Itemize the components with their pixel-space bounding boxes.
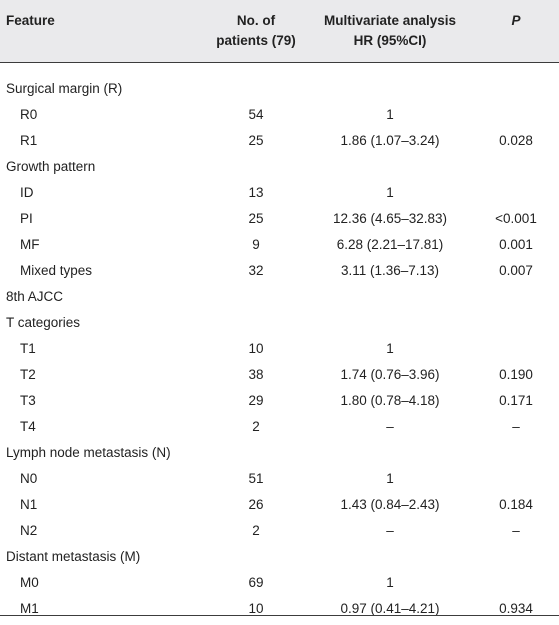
table-row: MF 9 6.28 (2.21–17.81) 0.001 [0,235,559,261]
table-row: N1 26 1.43 (0.84–2.43) 0.184 [0,495,559,521]
cell-p-value: <0.001 [495,211,537,226]
table-row: PI 25 12.36 (4.65–32.83) <0.001 [0,209,559,235]
cell-feature: Mixed types [20,263,93,278]
cell-feature: MF [20,237,40,252]
cell-hazard-ratio: 1.43 (0.84–2.43) [340,497,440,512]
cell-feature: Distant metastasis (M) [6,549,141,564]
cell-p-value: 0.934 [499,601,533,616]
cell-feature: T4 [20,419,36,434]
table-row: R1 25 1.86 (1.07–3.24) 0.028 [0,131,559,157]
cell-hazard-ratio: 1 [386,185,394,200]
cell-feature: PI [20,211,33,226]
cell-feature: Surgical margin (R) [6,81,123,96]
cell-patients: 10 [248,341,264,356]
table-row: ID 13 1 [0,183,559,209]
cell-hazard-ratio: 1.74 (0.76–3.96) [340,367,440,382]
table-row: Mixed types 32 3.11 (1.36–7.13) 0.007 [0,261,559,287]
cell-feature: T2 [20,367,36,382]
header-patients: No. of patients (79) [214,11,298,51]
cell-hazard-ratio: 6.28 (2.21–17.81) [336,237,444,252]
cell-hazard-ratio: 3.11 (1.36–7.13) [340,263,440,278]
cell-patients: 69 [248,575,264,590]
cell-feature: Lymph node metastasis (N) [6,445,171,460]
cell-patients: 26 [248,497,264,512]
cell-p-value: 0.001 [499,237,533,252]
cell-hazard-ratio: 1.80 (0.78–4.18) [340,393,440,408]
header-hr-line1: Multivariate analysis [323,13,457,28]
cell-feature: R1 [20,133,38,148]
table-group-row: T categories [0,313,559,339]
table-row: T4 2 – – [0,417,559,443]
table-row: M0 69 1 [0,573,559,599]
table-group-row: 8th AJCC [0,287,559,313]
header-p-value: P [511,13,521,28]
table-row: T1 10 1 [0,339,559,365]
table-group-row: Lymph node metastasis (N) [0,443,559,469]
cell-feature: N1 [20,497,38,512]
table-body: Surgical margin (R) R0 54 1 R1 25 1.86 (1.07–3… [0,79,559,625]
cell-hazard-ratio: 1.86 (1.07–3.24) [340,133,440,148]
header-divider [0,62,559,63]
cell-feature: M1 [20,601,39,616]
cell-feature: Growth pattern [6,159,96,174]
cell-patients: 38 [248,367,264,382]
cell-hazard-ratio: – [386,523,394,538]
cell-patients: 32 [248,263,264,278]
cell-hazard-ratio: 1 [386,107,394,122]
cell-hazard-ratio: 1 [386,341,394,356]
cell-patients: 10 [248,601,264,616]
cell-feature: ID [20,185,34,200]
header-patients-line2: patients (79) [216,33,296,48]
cell-patients: 54 [248,107,264,122]
cell-patients: 51 [248,471,264,486]
header-hr-line2: HR (95%CI) [353,33,427,48]
table-group-row: Surgical margin (R) [0,79,559,105]
cell-patients: 25 [248,133,264,148]
table-row: N0 51 1 [0,469,559,495]
cell-p-value: 0.007 [499,263,533,278]
cell-p-value: 0.171 [499,393,533,408]
table-group-row: Distant metastasis (M) [0,547,559,573]
table-row: R0 54 1 [0,105,559,131]
header-patients-line1: No. of [236,13,276,28]
cell-feature: R0 [20,107,38,122]
cell-feature: N0 [20,471,38,486]
cell-patients: 25 [248,211,264,226]
cell-feature: T3 [20,393,36,408]
cell-patients: 2 [252,523,260,538]
cell-p-value: 0.184 [499,497,533,512]
cell-feature: T1 [20,341,36,356]
header-feature: Feature [6,13,55,28]
cell-hazard-ratio: 12.36 (4.65–32.83) [332,211,448,226]
table-header: Feature No. of patients (79) Multivariat… [0,0,559,62]
cell-hazard-ratio: – [386,419,394,434]
cell-patients: 2 [252,419,260,434]
header-hazard-ratio: Multivariate analysis HR (95%CI) [304,11,476,51]
cell-hazard-ratio: 1 [386,471,394,486]
cell-feature: T categories [6,315,81,330]
cell-patients: 29 [248,393,264,408]
table-row: M1 10 0.97 (0.41–4.21) 0.934 [0,599,559,625]
cell-feature: M0 [20,575,39,590]
cell-p-value: 0.190 [499,367,533,382]
table-row: N2 2 – – [0,521,559,547]
cell-p-value: – [512,523,520,538]
cell-hazard-ratio: 0.97 (0.41–4.21) [340,601,440,616]
table-row: T2 38 1.74 (0.76–3.96) 0.190 [0,365,559,391]
table-row: T3 29 1.80 (0.78–4.18) 0.171 [0,391,559,417]
cell-feature: N2 [20,523,38,538]
cell-patients: 9 [252,237,260,252]
cell-p-value: 0.028 [499,133,533,148]
cell-patients: 13 [248,185,264,200]
table-group-row: Growth pattern [0,157,559,183]
cell-p-value: – [512,419,520,434]
cell-feature: 8th AJCC [6,289,64,304]
cell-hazard-ratio: 1 [386,575,394,590]
